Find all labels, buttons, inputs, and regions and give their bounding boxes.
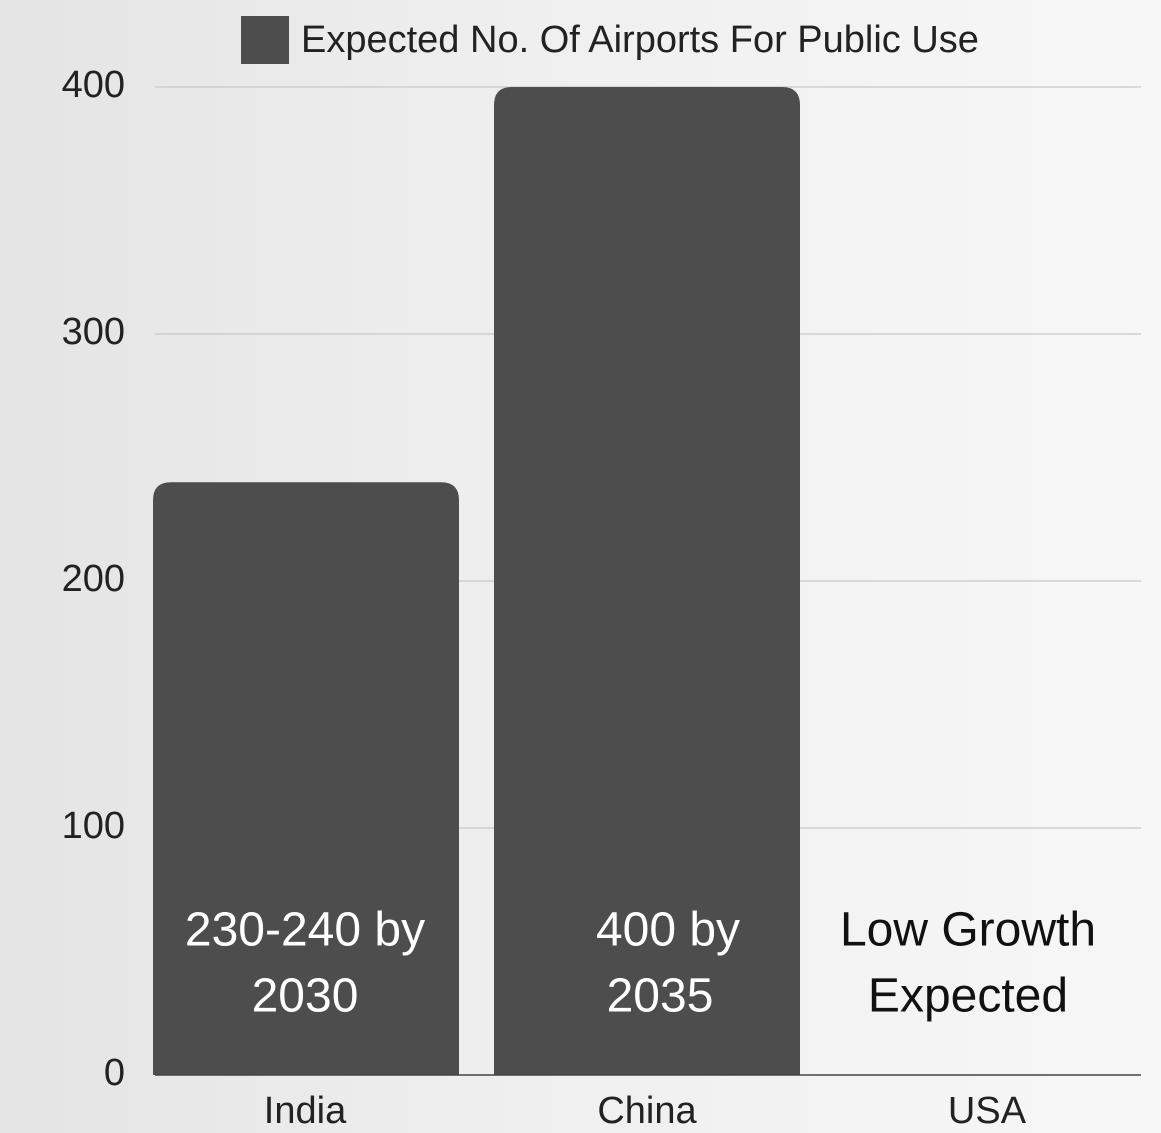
data-label: 230-240 by <box>185 904 425 957</box>
legend-label: Expected No. Of Airports For Public Use <box>301 18 979 61</box>
x-tick-label: China <box>597 1090 697 1132</box>
y-tick-label: 300 <box>62 311 125 353</box>
legend: Expected No. Of Airports For Public Use <box>241 16 979 64</box>
y-tick-label: 100 <box>62 805 125 847</box>
bar <box>153 482 459 1075</box>
y-tick-label: 400 <box>62 64 125 106</box>
data-label: Low Growth <box>840 904 1096 957</box>
data-label: 400 by <box>596 904 740 957</box>
bar <box>494 87 800 1075</box>
data-label: Expected <box>868 970 1068 1023</box>
legend-swatch <box>241 16 289 64</box>
y-tick-label: 200 <box>62 558 125 600</box>
data-label: 2035 <box>607 970 714 1023</box>
x-tick-label: India <box>264 1090 347 1132</box>
data-label: 2030 <box>252 970 359 1023</box>
y-tick-label: 0 <box>104 1052 125 1094</box>
x-tick-label: USA <box>948 1090 1027 1132</box>
